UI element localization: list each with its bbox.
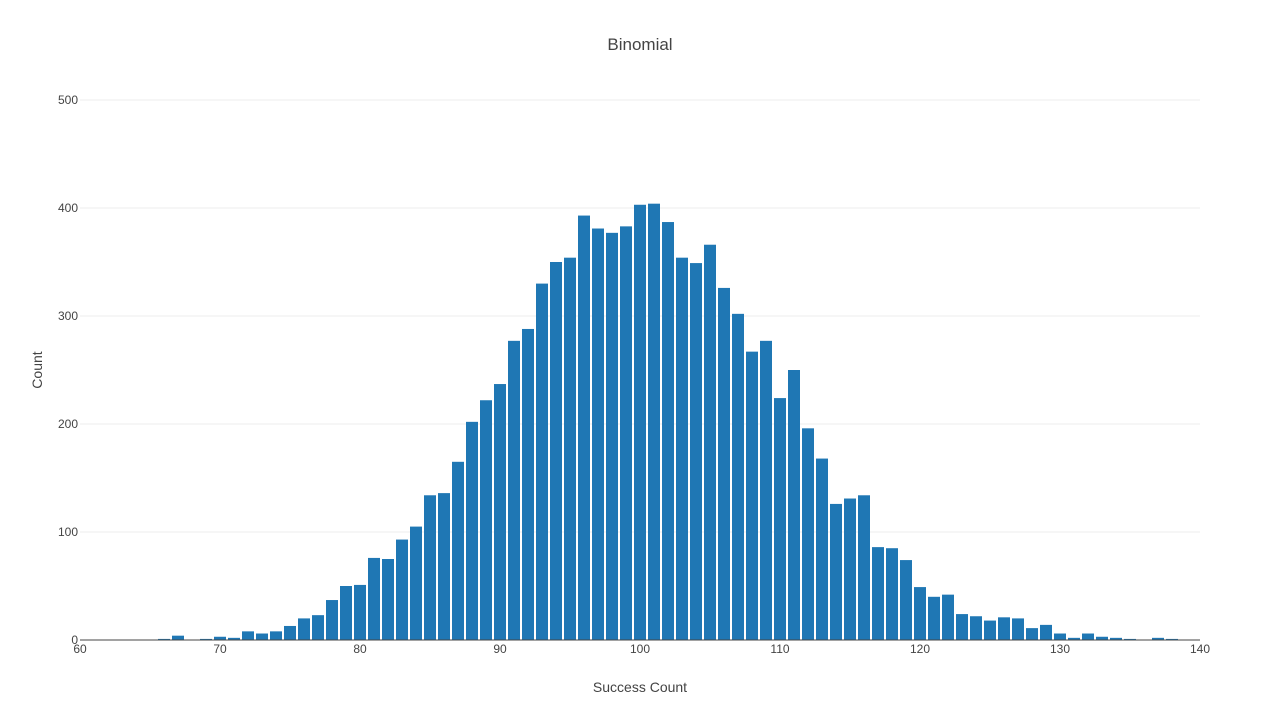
histogram-bar xyxy=(354,584,366,640)
histogram-bar xyxy=(844,498,856,640)
histogram-bar xyxy=(970,616,982,640)
histogram-bar xyxy=(1096,636,1108,640)
histogram-bar xyxy=(816,458,828,640)
histogram-bar xyxy=(732,313,744,640)
histogram-bar xyxy=(620,226,632,641)
histogram-bar xyxy=(452,461,464,640)
y-tick-label: 200 xyxy=(58,417,78,431)
histogram-bar xyxy=(242,631,254,640)
histogram-bar xyxy=(550,262,562,640)
histogram-bar xyxy=(718,287,730,640)
histogram-bar xyxy=(634,204,646,640)
x-tick-label: 130 xyxy=(1050,642,1070,656)
y-axis-label: Count xyxy=(29,351,45,388)
histogram-bar xyxy=(410,526,422,640)
x-tick-label: 140 xyxy=(1190,642,1210,656)
histogram-bar xyxy=(522,328,534,640)
histogram-bar xyxy=(914,587,926,640)
x-tick-labels: 60 70 80 90 100 110 120 130 140 xyxy=(73,642,1210,656)
histogram-bar xyxy=(508,340,520,640)
histogram-bar xyxy=(746,351,758,640)
histogram-bar xyxy=(1068,637,1080,640)
histogram-bar xyxy=(662,222,674,641)
histogram-bar xyxy=(1012,618,1024,640)
histogram-bar xyxy=(494,384,506,640)
histogram-bar xyxy=(760,340,772,640)
x-tick-label: 60 xyxy=(73,642,87,656)
histogram-bar xyxy=(886,548,898,640)
histogram-bar xyxy=(270,631,282,640)
histogram-bar xyxy=(256,633,268,640)
y-tick-label: 0 xyxy=(71,633,78,647)
histogram-bar xyxy=(942,594,954,640)
histogram-bar xyxy=(284,625,296,640)
x-tick-label: 110 xyxy=(770,642,789,656)
histogram-bar xyxy=(830,503,842,640)
histogram-bar xyxy=(214,636,226,640)
histogram-bar xyxy=(1026,628,1038,640)
histogram-bar xyxy=(690,263,702,640)
x-tick-label: 90 xyxy=(493,642,507,656)
y-tick-label: 400 xyxy=(58,201,78,215)
y-tick-label: 300 xyxy=(58,309,78,323)
histogram-bar xyxy=(1110,637,1122,640)
x-tick-label: 120 xyxy=(910,642,930,656)
histogram-bar xyxy=(172,635,184,640)
histogram-bar xyxy=(1054,633,1066,640)
x-tick-label: 70 xyxy=(213,642,227,656)
histogram-bar xyxy=(424,495,436,640)
x-tick-label: 100 xyxy=(630,642,650,656)
histogram-bar xyxy=(1152,637,1164,640)
histogram-bar xyxy=(200,638,212,640)
histogram-bar xyxy=(704,244,716,640)
bars xyxy=(158,203,1178,641)
histogram-bar xyxy=(788,370,800,640)
histogram-bar xyxy=(998,617,1010,640)
histogram-bar xyxy=(774,398,786,640)
chart-title: Binomial xyxy=(607,35,672,54)
histogram-bar xyxy=(340,586,352,640)
histogram-bar xyxy=(298,618,310,640)
histogram-bar xyxy=(1082,633,1094,640)
histogram-bar xyxy=(1040,624,1052,640)
histogram-bar xyxy=(396,539,408,640)
histogram-bar xyxy=(466,421,478,640)
histogram-bar xyxy=(1166,638,1178,640)
y-tick-labels: 0 100 200 300 400 500 xyxy=(58,93,78,647)
y-tick-label: 100 xyxy=(58,525,78,539)
histogram-bar xyxy=(578,215,590,640)
histogram-bar xyxy=(158,638,170,640)
histogram-bar xyxy=(480,400,492,640)
histogram-bar xyxy=(536,283,548,640)
histogram-bar xyxy=(648,203,660,640)
histogram-bar xyxy=(382,559,394,640)
x-axis-label: Success Count xyxy=(593,679,687,695)
histogram-bar xyxy=(872,547,884,640)
histogram-bar xyxy=(368,557,380,640)
histogram-bar xyxy=(592,228,604,640)
histogram-bar xyxy=(326,600,338,640)
histogram-bar xyxy=(900,560,912,640)
histogram-bar xyxy=(606,232,618,640)
histogram-bar xyxy=(312,615,324,640)
histogram-bar xyxy=(984,620,996,640)
histogram-bar xyxy=(564,257,576,640)
histogram-bar xyxy=(928,596,940,640)
x-tick-label: 80 xyxy=(353,642,367,656)
histogram-bar xyxy=(956,614,968,640)
histogram-bar xyxy=(438,493,450,640)
histogram-bar xyxy=(858,495,870,640)
y-tick-label: 500 xyxy=(58,93,78,107)
histogram-bar xyxy=(802,428,814,640)
histogram-bar xyxy=(676,257,688,640)
histogram-bar xyxy=(1124,638,1136,640)
histogram-bar xyxy=(228,637,240,640)
